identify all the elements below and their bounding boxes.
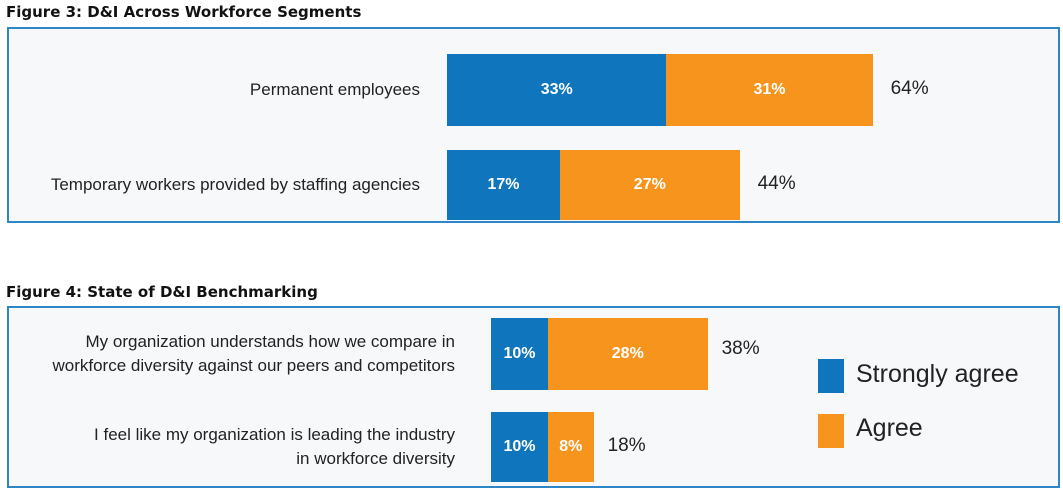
fig3-bar-1: 17% 27% — [447, 150, 740, 220]
fig3-category-label-1: Temporary workers provided by staffing a… — [51, 173, 420, 197]
fig3-bar-0: 33% 31% — [447, 54, 873, 126]
figure-3-title: Figure 3: D&I Across Workforce Segments — [6, 3, 362, 21]
fig3-bar-1-segment-strongly-agree: 17% — [447, 150, 561, 220]
fig3-category-label-0: Permanent employees — [250, 78, 420, 102]
fig3-category-label-1-line-0: Temporary workers provided by staffing a… — [50, 175, 420, 194]
fig3-category-label-0-line-0: Permanent employees — [249, 80, 420, 99]
fig4-category-label-1: I feel like my organization is leading t… — [94, 423, 455, 471]
fig4-bar-1: 10% 8% — [491, 412, 594, 482]
fig3-bar-0-segment-agree: 31% — [666, 54, 873, 126]
fig3-bar-0-segment-strongly-agree: 33% — [447, 54, 667, 126]
legend-label-strongly-agree: Strongly agree — [856, 360, 1019, 388]
fig3-total-0: 64% — [890, 78, 929, 99]
fig4-category-label-1-line-0: I feel like my organization is leading t… — [94, 425, 455, 444]
fig4-category-label-0-line-0: My organization understands how we compa… — [85, 332, 455, 351]
fig4-total-0: 38% — [721, 338, 760, 359]
legend-swatch-strongly-agree — [818, 359, 844, 393]
fig4-bar-1-segment-agree: 8% — [548, 412, 594, 482]
legend-label-agree: Agree — [856, 414, 923, 442]
figure-4-title: Figure 4: State of D&I Benchmarking — [6, 283, 318, 301]
fig4-category-label-0-line-1: workforce diversity against our peers an… — [52, 356, 455, 375]
fig3-total-1: 44% — [757, 173, 796, 194]
fig4-category-label-0: My organization understands how we compa… — [52, 330, 455, 378]
fig4-bar-0-segment-strongly-agree: 10% — [491, 318, 548, 390]
legend-swatch-agree — [818, 414, 844, 448]
fig4-category-label-1-line-1: in workforce diversity — [296, 449, 455, 468]
fig4-bar-0: 10% 28% — [491, 318, 708, 390]
fig4-bar-0-segment-agree: 28% — [548, 318, 708, 390]
fig4-total-1: 18% — [607, 435, 646, 456]
fig4-bar-1-segment-strongly-agree: 10% — [491, 412, 548, 482]
fig3-bar-1-segment-agree: 27% — [560, 150, 740, 220]
